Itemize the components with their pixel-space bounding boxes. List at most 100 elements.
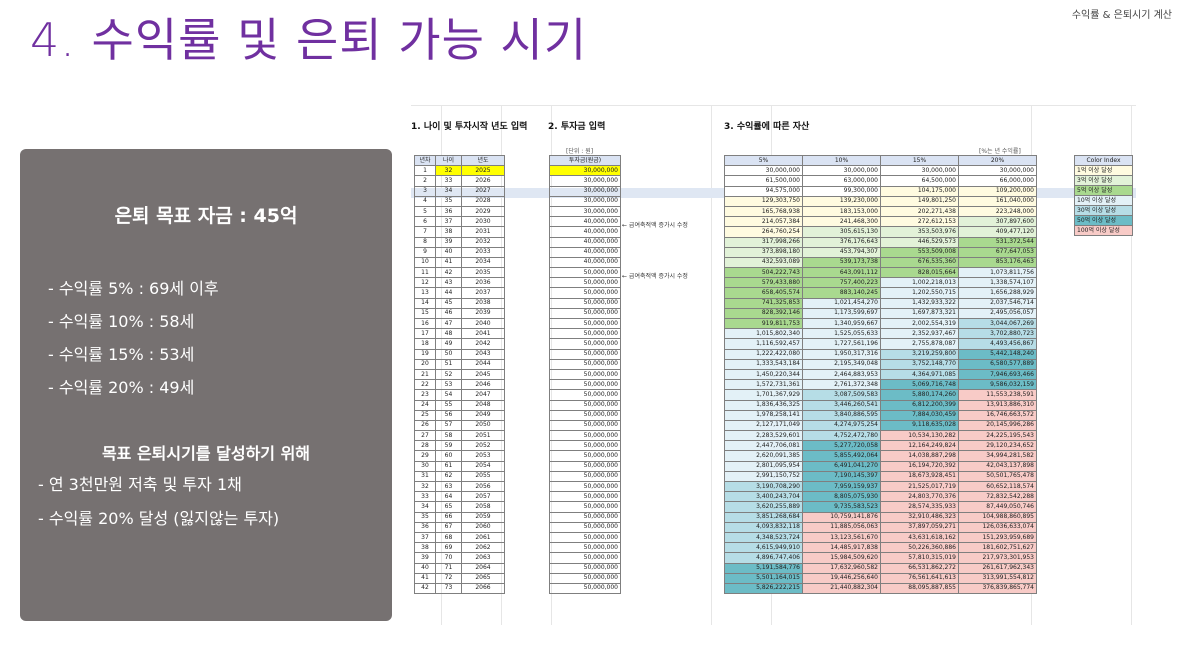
asset-cell-rate-20: 126,036,633,074 xyxy=(958,521,1037,533)
year-no-cell: 35 xyxy=(414,511,436,523)
asset-cell-rate-15: 66,531,862,272 xyxy=(880,562,959,574)
asset-cell-rate-10: 11,885,056,063 xyxy=(802,521,881,533)
year-cell: 2054 xyxy=(461,460,505,472)
amount-cell: 50,000,000 xyxy=(549,379,621,391)
asset-cell-rate-15: 21,525,017,719 xyxy=(880,480,959,493)
legend-item: 3억 이상 달성 xyxy=(1074,175,1133,186)
age-cell: 39 xyxy=(435,236,462,248)
assets-row: 2,127,171,049 4,274,975,254 9,118,635,028 2… xyxy=(724,419,1037,432)
year-no-cell: 27 xyxy=(414,430,436,442)
amount-cell: 40,000,000 xyxy=(549,226,621,238)
age-row: 34 65 2058 xyxy=(414,501,505,513)
amount-cell: 50,000,000 xyxy=(549,501,621,513)
asset-cell-rate-5: 828,392,146 xyxy=(724,307,803,320)
assets-row: 1,116,592,457 1,727,561,196 2,755,878,087 4… xyxy=(724,338,1037,350)
assets-row: 658,405,574 883,140,245 1,202,550,715 1,656… xyxy=(724,287,1037,299)
rate-note: [%는 년 수익률] xyxy=(979,148,1021,155)
asset-cell-rate-15: 5,880,174,260 xyxy=(880,389,959,401)
year-cell: 2051 xyxy=(461,430,505,442)
asset-cell-rate-20: 3,044,067,269 xyxy=(958,317,1037,330)
asset-cell-rate-5: 1,015,802,340 xyxy=(724,328,803,340)
legend-item: 1억 이상 달성 xyxy=(1074,165,1133,176)
asset-cell-rate-5: 30,000,000 xyxy=(724,165,803,177)
age-row: 19 50 2043 xyxy=(414,348,505,360)
amount-cell: 50,000,000 xyxy=(549,521,621,533)
assets-row: 1,572,731,361 2,761,372,348 5,069,716,748 9… xyxy=(724,379,1037,391)
amount-row: 50,000,000 xyxy=(549,470,621,483)
assets-row: 2,620,091,385 5,855,492,064 14,038,887,298… xyxy=(724,450,1037,462)
age-cell: 41 xyxy=(435,256,462,269)
asset-cell-rate-5: 4,615,949,910 xyxy=(724,542,803,554)
legend-row: 10억 이상 달성 xyxy=(1074,195,1133,206)
assets-row: 5,191,584,776 17,632,960,582 66,531,862,27… xyxy=(724,562,1037,574)
asset-cell-rate-5: 373,898,180 xyxy=(724,246,803,258)
asset-cell-rate-10: 8,805,075,930 xyxy=(802,491,881,503)
age-cell: 35 xyxy=(435,195,462,207)
assets-row: 3,851,268,684 10,759,141,876 32,910,486,32… xyxy=(724,511,1037,523)
year-no-cell: 15 xyxy=(414,307,436,320)
age-row: 31 62 2055 xyxy=(414,470,505,483)
year-no-cell: 39 xyxy=(414,552,436,564)
assets-row: 1,222,422,080 1,950,317,316 3,219,259,800 5… xyxy=(724,348,1037,360)
asset-cell-rate-10: 17,632,960,582 xyxy=(802,562,881,574)
year-cell: 2039 xyxy=(461,307,505,320)
assets-row: 1,836,436,325 3,446,260,541 6,812,200,399 1… xyxy=(724,399,1037,411)
amount-row: 50,000,000 xyxy=(549,409,621,421)
asset-cell-rate-5: 2,283,529,601 xyxy=(724,430,803,442)
amount-row: 50,000,000 xyxy=(549,277,621,289)
age-cell: 48 xyxy=(435,328,462,340)
asset-cell-rate-10: 2,195,349,048 xyxy=(802,358,881,370)
asset-cell-rate-20: 2,495,056,057 xyxy=(958,307,1037,320)
asset-cell-rate-20: 1,656,288,929 xyxy=(958,287,1037,299)
asset-cell-rate-10: 15,984,509,620 xyxy=(802,552,881,564)
asset-cell-rate-20: 66,000,000 xyxy=(958,175,1037,187)
asset-cell-rate-5: 919,811,753 xyxy=(724,317,803,330)
asset-cell-rate-5: 2,801,095,954 xyxy=(724,460,803,472)
asset-cell-rate-15: 30,000,000 xyxy=(880,165,959,177)
assets-row: 214,057,384 241,468,300 272,612,153 307,897… xyxy=(724,216,1037,228)
age-row: 2 33 2026 xyxy=(414,175,505,187)
age-cell: 44 xyxy=(435,287,462,299)
asset-cell-rate-15: 676,535,360 xyxy=(880,256,959,269)
year-no-cell: 28 xyxy=(414,440,436,452)
amount-row: 40,000,000 xyxy=(549,236,621,248)
asset-cell-rate-5: 2,127,171,049 xyxy=(724,419,803,432)
legend-item: 100억 이상 달성 xyxy=(1074,225,1133,236)
amount-cell: 50,000,000 xyxy=(549,267,621,279)
amount-row: 50,000,000 xyxy=(549,511,621,523)
amount-cell: 30,000,000 xyxy=(549,165,621,177)
asset-cell-rate-10: 7,190,145,397 xyxy=(802,470,881,483)
asset-cell-rate-20: 20,145,996,286 xyxy=(958,419,1037,432)
asset-cell-rate-15: 828,015,664 xyxy=(880,267,959,279)
year-no-cell: 26 xyxy=(414,419,436,432)
assets-row: 741,325,853 1,021,454,270 1,432,933,322 2,0… xyxy=(724,297,1037,309)
year-cell: 2043 xyxy=(461,348,505,360)
age-cell: 59 xyxy=(435,440,462,452)
asset-cell-rate-10: 305,615,130 xyxy=(802,226,881,238)
asset-cell-rate-20: 104,988,860,895 xyxy=(958,511,1037,523)
amount-cell: 50,000,000 xyxy=(549,480,621,493)
amount-cell: 40,000,000 xyxy=(549,256,621,269)
note-salary-2: ← 급여축적액 증가시 수정 xyxy=(622,273,688,280)
assets-row: 3,190,708,290 7,959,159,937 21,525,017,719… xyxy=(724,480,1037,493)
header-rate-10: 10% xyxy=(802,154,881,167)
asset-cell-rate-20: 5,442,148,240 xyxy=(958,348,1037,360)
asset-cell-rate-10: 183,153,000 xyxy=(802,205,881,218)
amount-row: 40,000,000 xyxy=(549,246,621,258)
year-cell: 2040 xyxy=(461,317,505,330)
year-no-cell: 22 xyxy=(414,379,436,391)
year-cell: 2036 xyxy=(461,277,505,289)
age-cell: 47 xyxy=(435,317,462,330)
amount-row: 50,000,000 xyxy=(549,440,621,452)
age-row: 32 63 2056 xyxy=(414,480,505,493)
asset-cell-rate-20: 307,897,600 xyxy=(958,216,1037,228)
amount-row: 50,000,000 xyxy=(549,368,621,381)
age-row: 41 72 2065 xyxy=(414,572,505,584)
age-cell: 38 xyxy=(435,226,462,238)
year-cell: 2047 xyxy=(461,389,505,401)
year-cell: 2042 xyxy=(461,338,505,350)
asset-cell-rate-10: 2,761,372,348 xyxy=(802,379,881,391)
asset-cell-rate-5: 1,450,220,344 xyxy=(724,368,803,381)
amount-row: 50,000,000 xyxy=(549,501,621,513)
asset-cell-rate-15: 9,118,635,028 xyxy=(880,419,959,432)
